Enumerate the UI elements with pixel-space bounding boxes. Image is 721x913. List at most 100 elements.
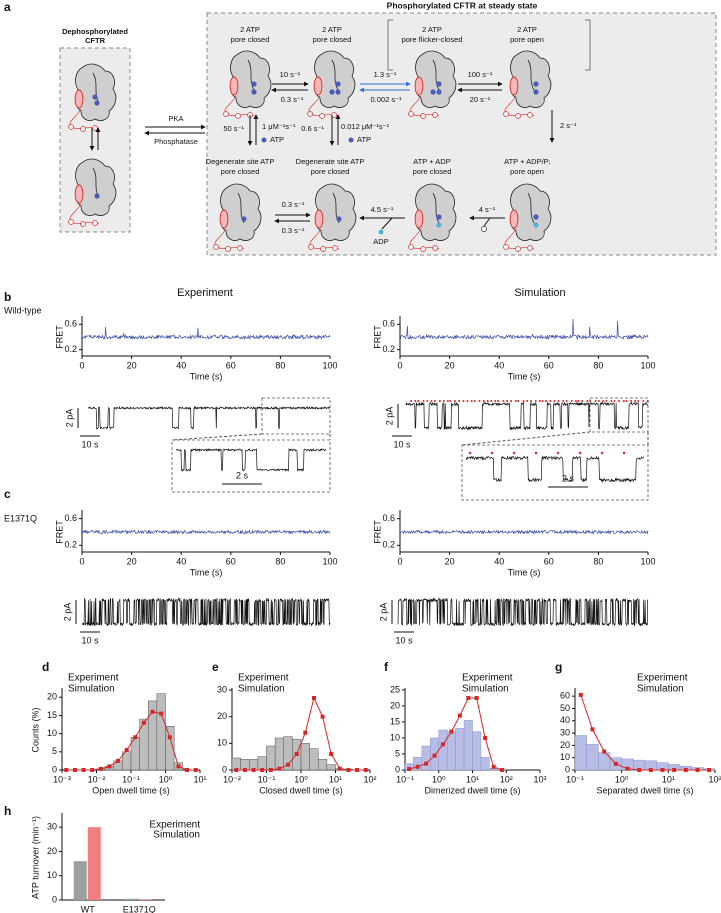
y-tick-label: 10 xyxy=(390,732,400,742)
x-tick-label: 10⁻² xyxy=(223,774,241,784)
x-tick-label: 0 xyxy=(397,556,402,566)
cftr-protein xyxy=(408,50,457,119)
current-trace xyxy=(81,597,331,627)
cftr-protein xyxy=(408,183,457,252)
label: f xyxy=(384,660,389,674)
pore-line xyxy=(527,59,535,91)
y-tick-label: 20 xyxy=(390,700,400,710)
x-tick-label: 100 xyxy=(322,360,337,370)
phospho-site xyxy=(515,113,521,119)
histogram-bar xyxy=(574,735,587,771)
x-tick-label: 10² xyxy=(363,774,376,784)
label: 0.3 s⁻¹ xyxy=(282,226,305,235)
x-tick-label: 40 xyxy=(494,556,504,566)
label: 0.3 s⁻¹ xyxy=(281,95,304,104)
y-tick-label: 0 xyxy=(52,894,57,904)
simulation-point xyxy=(176,764,181,769)
label: pore closed xyxy=(231,35,270,44)
x-tick-label: 60 xyxy=(226,360,236,370)
label: pore closed xyxy=(313,35,352,44)
simulation-point xyxy=(260,768,265,772)
label: 0.3 s⁻¹ xyxy=(282,200,305,209)
simulation-point xyxy=(277,766,282,771)
label: c xyxy=(4,487,11,501)
event-dot xyxy=(470,400,473,402)
simulation-point xyxy=(81,768,86,772)
fret-trace xyxy=(81,529,331,535)
event-dot xyxy=(642,400,645,402)
event-dot xyxy=(545,400,548,402)
label: ATP xyxy=(270,135,284,144)
x-tick-label: 10⁻¹ xyxy=(566,774,584,784)
x-tick-label: 80 xyxy=(593,556,603,566)
x-tick-label: 10⁰ xyxy=(432,774,446,784)
label: 2 ATP xyxy=(240,25,260,34)
r-domain xyxy=(219,209,229,229)
event-dot xyxy=(512,451,516,455)
bracket xyxy=(387,19,591,71)
event-dot xyxy=(597,400,600,402)
phospho-site xyxy=(420,246,426,252)
r-domain xyxy=(314,209,324,229)
simulation-point xyxy=(320,714,325,719)
y-tick-label: 5 xyxy=(52,746,57,756)
label: 10 s⁻¹ xyxy=(280,70,301,79)
y-tick-label: 0 xyxy=(395,764,400,774)
event-dot xyxy=(617,400,620,402)
simulation-point xyxy=(491,764,496,769)
cftr-protein xyxy=(503,50,552,119)
simulation-point xyxy=(355,768,360,772)
fret-trace xyxy=(399,529,649,535)
phospho-site xyxy=(503,244,509,250)
cftr-protein xyxy=(308,183,357,252)
phospho-site xyxy=(92,125,98,131)
event-dot xyxy=(578,451,582,455)
x-tick-label: WT xyxy=(81,904,95,913)
dephos-title: Dephosphorylated xyxy=(62,27,128,36)
simulation-point xyxy=(474,696,479,700)
event-dot xyxy=(634,400,637,402)
histogram-bar xyxy=(472,731,482,771)
legend-entry: Simulation xyxy=(153,830,200,841)
x-tick-label: 10² xyxy=(708,774,721,784)
histogram-bar xyxy=(165,726,175,771)
simulation-point xyxy=(440,742,445,747)
event-dot xyxy=(446,400,449,402)
legend-entry: Simulation xyxy=(637,684,684,695)
scale-label: 2 pA xyxy=(64,409,74,428)
simulation-point xyxy=(286,762,291,767)
simulation-point xyxy=(72,768,77,772)
event-dot xyxy=(417,400,420,402)
label: h xyxy=(4,804,11,818)
current-trace xyxy=(175,448,327,472)
nucleotide xyxy=(92,94,98,100)
panel-a-title: Phosphorylated CFTR at steady state xyxy=(387,0,538,10)
simulation-point xyxy=(251,768,256,772)
phospho-site xyxy=(432,112,438,118)
nucleotide xyxy=(436,222,442,228)
r-domain xyxy=(414,76,424,96)
simulation-point xyxy=(150,709,155,714)
y-tick-label: 0.6 xyxy=(382,513,395,523)
y-tick-label: 0.2 xyxy=(382,540,395,550)
y-tick-label: 30 xyxy=(560,727,570,737)
y-tick-label: 40 xyxy=(560,715,570,725)
label: 2 ATP xyxy=(517,25,537,34)
histogram-bar xyxy=(326,764,336,771)
event-dot xyxy=(510,400,513,402)
y-tick-label: 0.6 xyxy=(64,319,77,329)
label: pore flicker-closed xyxy=(402,35,463,44)
phospho-site xyxy=(92,220,98,226)
histogram-bar xyxy=(463,720,473,771)
event-dot xyxy=(577,400,580,402)
y-tick-label: 50 xyxy=(560,703,570,713)
label: a xyxy=(4,0,11,14)
simulation-point xyxy=(90,768,95,772)
x-tick-label: 10⁻² xyxy=(88,774,106,784)
phospho-site xyxy=(408,244,414,250)
label: pore closed xyxy=(413,167,452,176)
phospho-site xyxy=(68,219,74,225)
nucleotide xyxy=(430,89,436,95)
event-dot xyxy=(610,400,613,402)
phospho-site xyxy=(225,246,231,252)
